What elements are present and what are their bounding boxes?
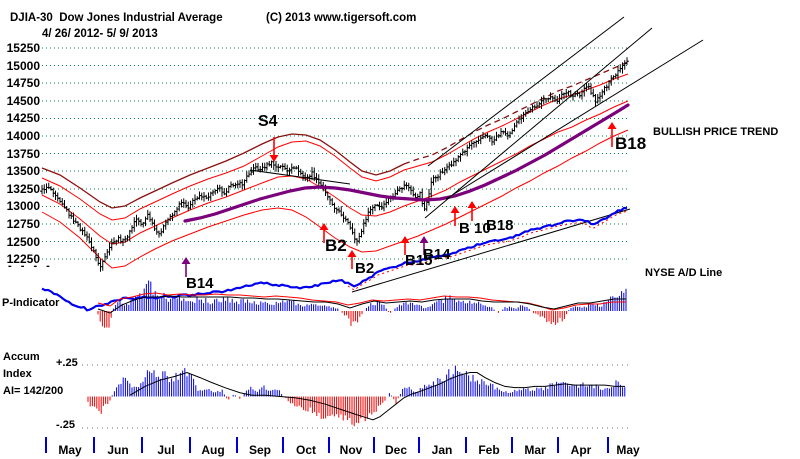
y-axis-overflow-dashes: - - - -	[8, 260, 53, 272]
p-indicator-label: P-Indicator	[2, 297, 60, 309]
month-label-aug: Aug	[201, 443, 225, 457]
accum-minus25-label: -.25	[56, 419, 75, 431]
y-axis-label: 14750	[6, 76, 40, 91]
annotation-nyse-a-d-line: NYSE A/D Line	[645, 267, 723, 279]
accum-label-line1: Accum	[3, 351, 40, 363]
y-axis-label: 13250	[6, 181, 40, 196]
copyright-label: (C) 2013 www.tigersoft.com	[266, 12, 417, 24]
month-label-mar: Mar	[524, 443, 546, 457]
month-label-apr: Apr	[570, 443, 592, 457]
annotation-b-10: B 10	[459, 220, 491, 237]
y-axis-label: 15250	[6, 41, 40, 55]
annotation-bullish-price-trend: BULLISH PRICE TREND	[653, 126, 779, 138]
annotation-b2: B2	[325, 236, 347, 255]
month-label-may: May	[58, 443, 82, 457]
y-axis-label: 12250	[6, 252, 40, 267]
annotation-b15: B15	[405, 252, 433, 269]
accum-label-line2: Index	[3, 368, 32, 380]
y-axis-label: 14000	[6, 129, 40, 143]
accum-plus25-label: +.25	[56, 357, 78, 369]
month-label-sep: Sep	[248, 443, 271, 457]
y-axis-label: 15000	[6, 58, 40, 73]
y-axis-label: 14500	[6, 93, 40, 108]
accum-ai-ratio: AI= 142/200	[3, 385, 64, 397]
annotation-b2: B2	[355, 260, 375, 277]
month-label-jan: Jan	[431, 443, 453, 457]
month-label-oct: Oct	[295, 443, 316, 457]
annotation-s4: S4	[258, 113, 278, 130]
y-axis-label: 14250	[6, 111, 40, 126]
y-axis-label: 13500	[6, 164, 40, 179]
month-label-may: May	[616, 443, 640, 457]
month-label-jun: Jun	[107, 443, 129, 457]
annotation-b18: B18	[486, 217, 514, 234]
annotation-b18: B18	[615, 134, 647, 153]
month-label-feb: Feb	[478, 443, 500, 457]
y-axis-label: 13750	[6, 146, 40, 161]
month-label-nov: Nov	[339, 443, 363, 457]
y-axis-label: 12500	[6, 234, 40, 249]
month-label-jul: Jul	[157, 443, 175, 457]
date-range-label: 4/ 26/ 2012- 5/ 9/ 2013	[42, 28, 158, 40]
annotation-b14: B14	[423, 246, 451, 263]
chart-title: DJIA-30 Dow Jones Industrial Average	[10, 12, 223, 24]
month-label-dec: Dec	[384, 443, 407, 457]
annotation-b14: B14	[186, 275, 214, 292]
y-axis-label: 13000	[6, 199, 40, 214]
y-axis-label: 12750	[6, 217, 40, 231]
